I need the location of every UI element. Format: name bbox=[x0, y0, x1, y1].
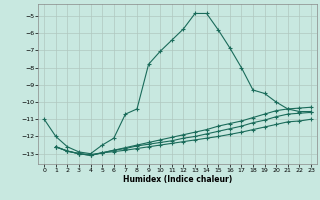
X-axis label: Humidex (Indice chaleur): Humidex (Indice chaleur) bbox=[123, 175, 232, 184]
